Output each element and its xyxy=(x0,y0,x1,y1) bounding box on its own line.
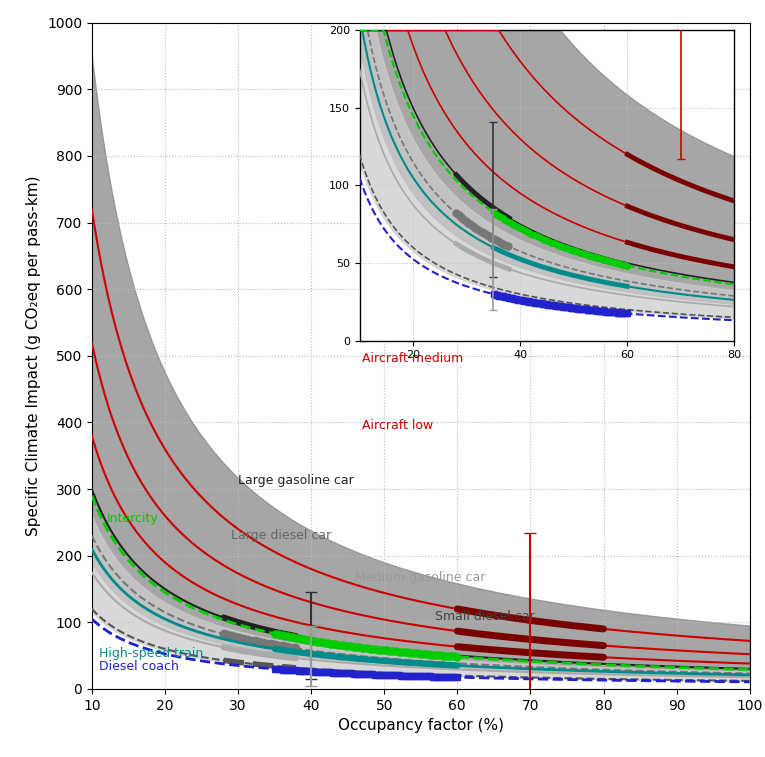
Text: Aircraft medium: Aircraft medium xyxy=(363,353,464,366)
Text: Large diesel car: Large diesel car xyxy=(231,529,331,542)
Text: High-speed train: High-speed train xyxy=(99,647,203,660)
Text: Diesel coach: Diesel coach xyxy=(99,660,179,673)
Text: Intercity: Intercity xyxy=(106,512,158,525)
X-axis label: Occupancy factor (%): Occupancy factor (%) xyxy=(338,718,503,733)
Text: Medium gasoline car: Medium gasoline car xyxy=(355,571,485,584)
Text: Small diesel car: Small diesel car xyxy=(435,610,536,623)
Y-axis label: Specific Climate Impact (g CO₂eq per pass-km): Specific Climate Impact (g CO₂eq per pas… xyxy=(27,176,41,536)
Text: Large gasoline car: Large gasoline car xyxy=(238,474,353,487)
Text: Aircraft high: Aircraft high xyxy=(363,303,439,316)
Text: Aircraft low: Aircraft low xyxy=(363,419,434,432)
